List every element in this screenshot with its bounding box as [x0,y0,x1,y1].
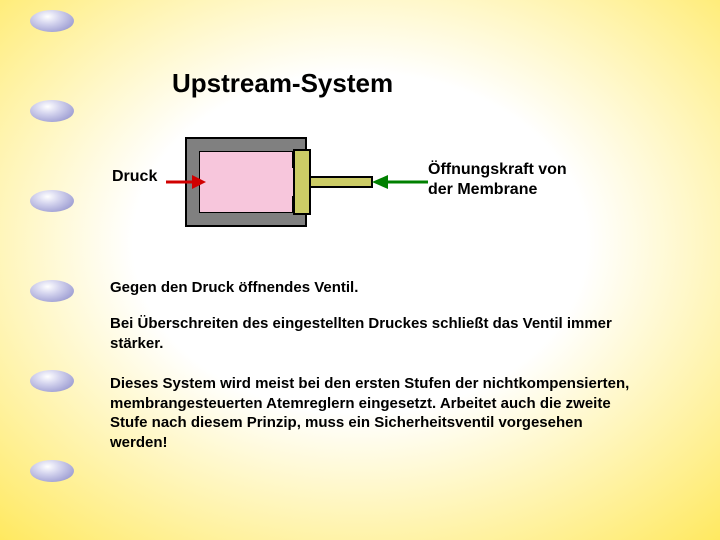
slide-page: Upstream-System Druck Öffnungskraft von … [0,0,720,540]
paragraph-3: Dieses System wird meist bei den ersten … [110,374,630,452]
bullet-icon [30,280,74,302]
valve-diagram [186,138,372,226]
bullet-icon [30,10,74,32]
opening-force-label: Öffnungskraft von der Membrane [428,160,567,200]
bullet-icon [30,190,74,212]
opening-force-line2: der Membrane [428,181,537,198]
bullet-icon [30,100,74,122]
page-title: Upstream-System [172,68,393,99]
paragraph-2: Bei Überschreiten des eingestellten Druc… [110,314,630,353]
opening-force-line1: Öffnungskraft von [428,161,567,178]
pressure-label: Druck [112,168,157,186]
green-arrow-icon [372,138,428,226]
paragraph-1: Gegen den Druck öffnendes Ventil. [110,278,630,298]
bullet-icon [30,460,74,482]
bullet-icon [30,370,74,392]
